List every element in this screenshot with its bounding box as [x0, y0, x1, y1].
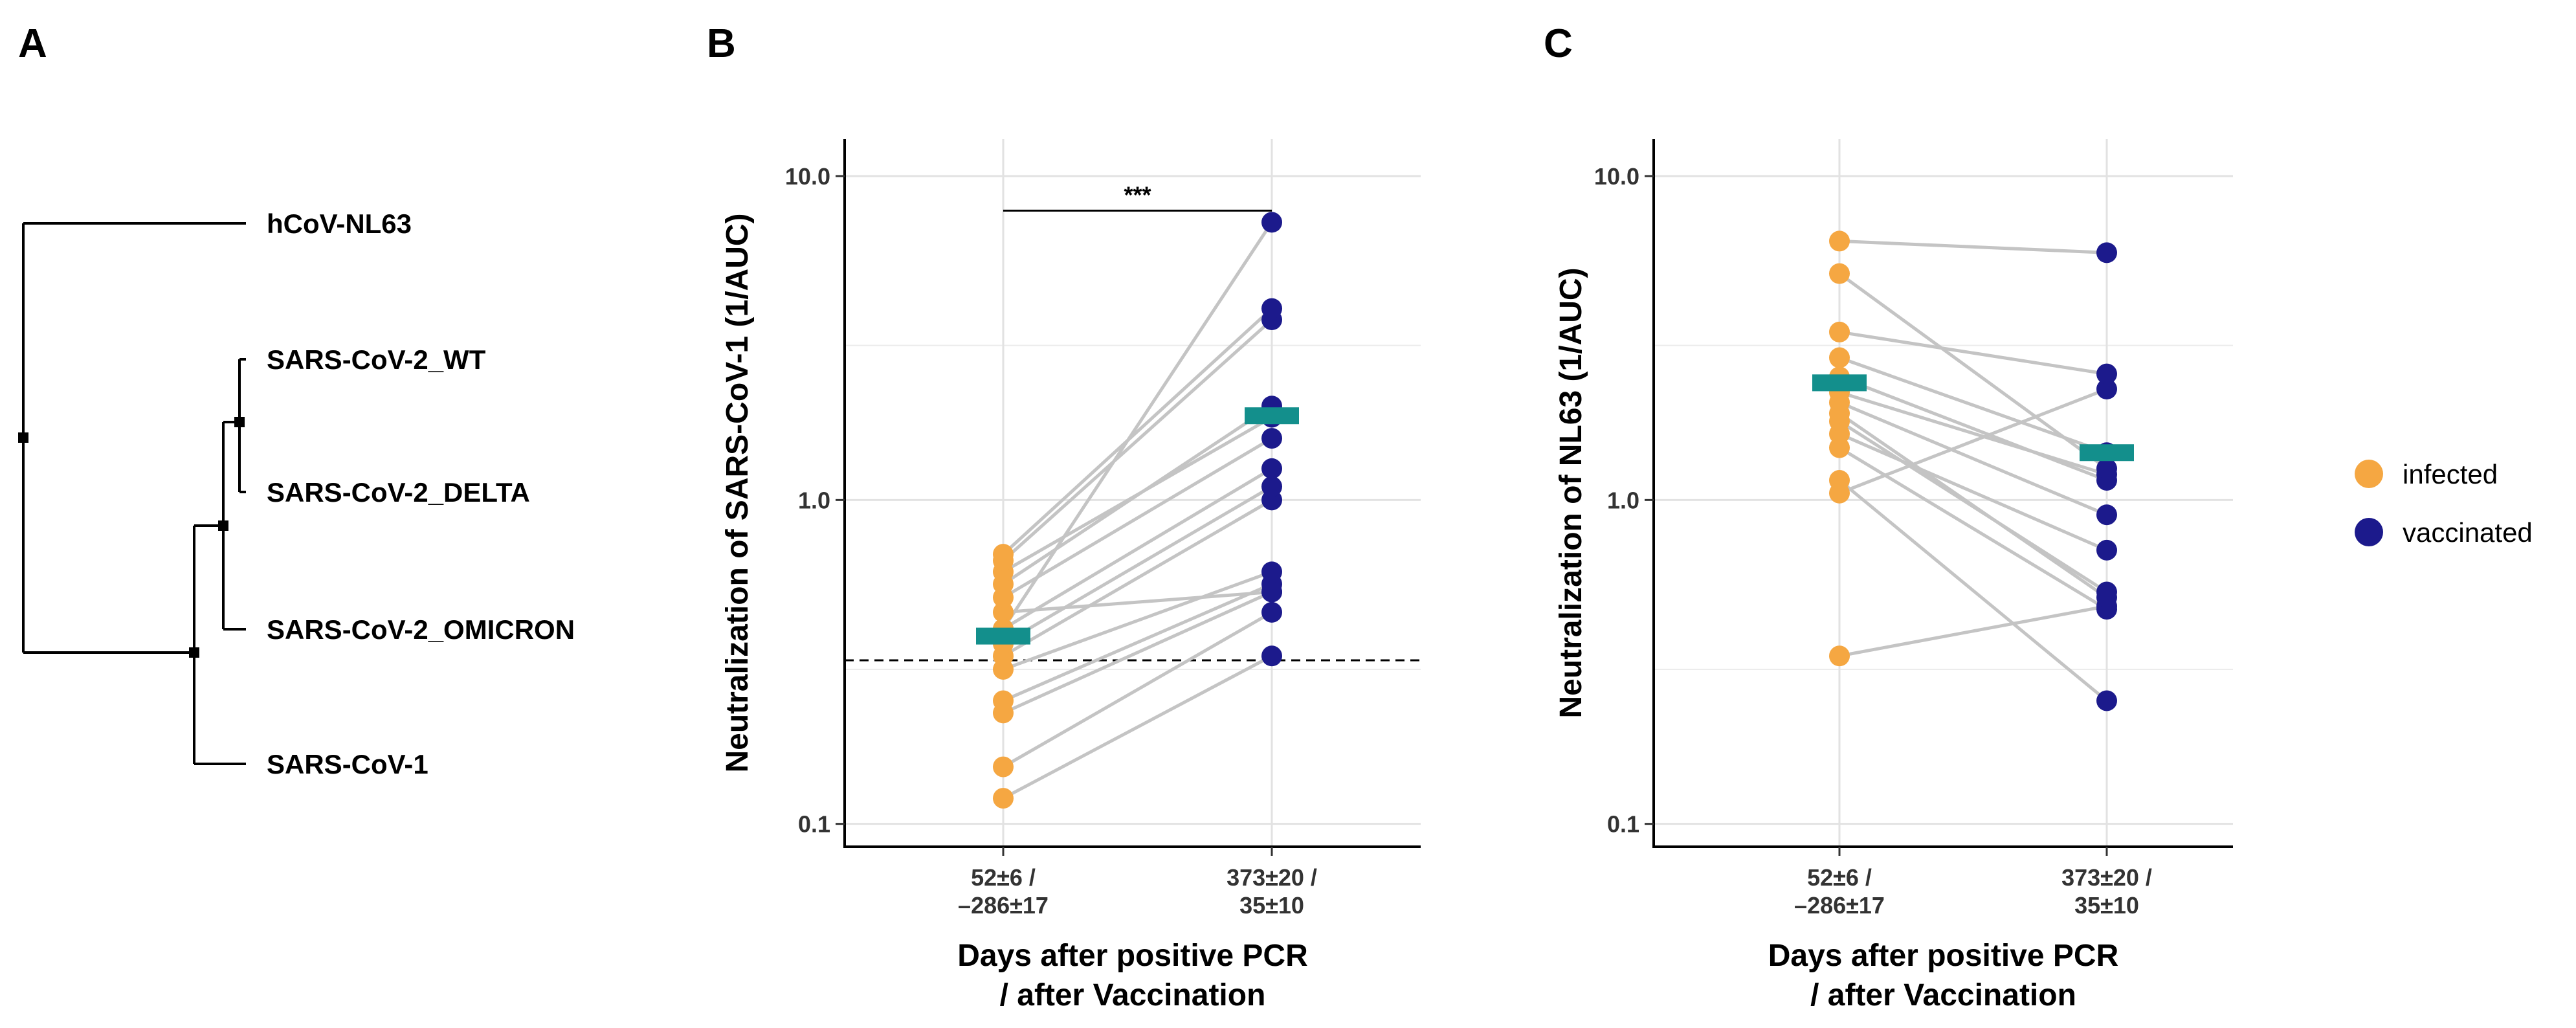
pair-connector — [1002, 485, 1273, 645]
pair-connector — [1002, 416, 1273, 574]
y-tick-label: 10.0 — [785, 163, 830, 190]
x-axis-title: Days after positive PCR — [1768, 939, 2119, 973]
point-infected — [1829, 230, 1850, 252]
pair-connector — [1839, 390, 2107, 476]
point-infected — [1829, 469, 1850, 491]
plot-c: 0.1 1.0 10.0 52±6 /–286±17 373±20 /35±10 Days… — [1554, 139, 2233, 1012]
point-infected — [1829, 321, 1850, 342]
pair-connector — [1002, 318, 1273, 562]
point-vaccinated — [1261, 476, 1282, 497]
point-infected — [1829, 645, 1850, 667]
point-vaccinated — [1261, 645, 1282, 667]
taxon-label: SARS-CoV-2_DELTA — [267, 477, 530, 508]
taxon-label: SARS-CoV-2_OMICRON — [267, 614, 575, 645]
y-tick-label: 10.0 — [1594, 163, 1639, 190]
tree-node — [234, 417, 245, 427]
point-vaccinated — [1261, 212, 1282, 233]
x-axis-title: Days after positive PCR — [957, 939, 1308, 973]
pair-connector — [1839, 604, 2107, 658]
legend-infected-marker — [2355, 460, 2383, 488]
phylogenetic-tree — [22, 222, 246, 765]
taxon-label: hCoV-NL63 — [267, 208, 412, 239]
x-tick-label: 373±20 / — [2061, 864, 2152, 891]
taxon-label: SARS-CoV-1 — [267, 749, 428, 779]
y-tick-label: 1.0 — [1607, 487, 1639, 513]
pair-connector — [1003, 582, 1272, 702]
point-infected — [1829, 347, 1850, 368]
point-vaccinated — [2096, 242, 2117, 263]
y-tick-label: 1.0 — [798, 487, 830, 513]
plot-b: *** 0.1 1.0 10.0 52±6 /–286±17 373±20 /35±10 D… — [720, 139, 1421, 1012]
panel-label-c: C — [1544, 21, 1573, 66]
legend: infected vaccinated — [2355, 459, 2533, 548]
point-vaccinated — [2096, 458, 2117, 479]
point-vaccinated — [1261, 561, 1282, 583]
pair-connector — [1002, 590, 1273, 715]
point-vaccinated — [2096, 539, 2117, 561]
pair-connector — [1838, 446, 2108, 611]
pair-connector — [1839, 401, 2107, 517]
x-tick-label: –286±17 — [1794, 892, 1885, 919]
tree-node — [218, 520, 228, 531]
point-vaccinated — [2096, 690, 2117, 711]
taxon-label: SARS-CoV-2_WT — [267, 344, 486, 375]
x-axis-title: / after Vaccination — [1810, 978, 2076, 1012]
pair-connector — [1838, 412, 2108, 599]
median-bar — [1245, 407, 1299, 425]
y-tick-label: 0.1 — [798, 811, 830, 838]
pair-connector — [1002, 436, 1273, 599]
pair-connector — [1002, 307, 1273, 555]
pair-connector — [1839, 239, 2107, 254]
x-tick-label: –286±17 — [958, 892, 1049, 919]
y-tick-label: 0.1 — [1607, 811, 1639, 838]
point-vaccinated — [2096, 504, 2117, 526]
tree-node — [18, 432, 28, 443]
legend-infected-label: infected — [2403, 459, 2498, 489]
x-tick-label: 373±20 / — [1227, 864, 1317, 891]
median-bar — [1812, 374, 1867, 392]
point-vaccinated — [1261, 458, 1282, 479]
tree-node — [189, 647, 199, 658]
x-tick-label: 35±10 — [1239, 892, 1304, 919]
point-vaccinated — [1261, 601, 1282, 623]
x-tick-label: 52±6 / — [971, 864, 1036, 891]
panel-label-a: A — [18, 21, 47, 66]
median-bar — [2080, 444, 2134, 462]
point-infected — [993, 690, 1014, 711]
median-bar — [976, 627, 1030, 645]
point-infected — [1829, 263, 1850, 284]
panel-label-b: B — [707, 21, 736, 66]
y-axis-title: Neutralization of NL63 (1/AUC) — [1554, 267, 1588, 718]
point-vaccinated — [2096, 379, 2117, 400]
pair-connector — [1838, 479, 2108, 702]
point-vaccinated — [1261, 298, 1282, 319]
point-vaccinated — [1261, 581, 1282, 603]
pair-connector — [1839, 375, 2107, 482]
legend-vaccinated-label: vaccinated — [2403, 517, 2533, 548]
pair-connector — [1003, 570, 1272, 671]
pair-connector — [1002, 467, 1273, 631]
point-infected — [993, 756, 1014, 777]
pair-connector — [1001, 221, 1274, 630]
point-vaccinated — [2096, 363, 2117, 385]
point-infected — [993, 544, 1014, 565]
pair-connector — [1002, 610, 1273, 768]
y-axis-title: Neutralization of SARS-CoV-1 (1/AUC) — [720, 213, 755, 772]
pair-connector — [1002, 654, 1273, 800]
pair-connector — [1002, 498, 1273, 658]
pair-connector — [1839, 432, 2107, 552]
legend-vaccinated-marker — [2355, 518, 2383, 546]
point-vaccinated — [1261, 428, 1282, 449]
pair-connector — [1003, 590, 1272, 614]
point-vaccinated — [2096, 587, 2117, 608]
pair-connector — [1839, 330, 2107, 376]
significance-label: *** — [1124, 181, 1151, 208]
point-infected — [993, 788, 1014, 809]
pair-connector — [1838, 272, 2108, 470]
x-tick-label: 35±10 — [2074, 892, 2139, 919]
x-tick-label: 52±6 / — [1807, 864, 1872, 891]
point-infected — [993, 601, 1014, 623]
x-axis-title: / after Vaccination — [1000, 978, 1266, 1012]
